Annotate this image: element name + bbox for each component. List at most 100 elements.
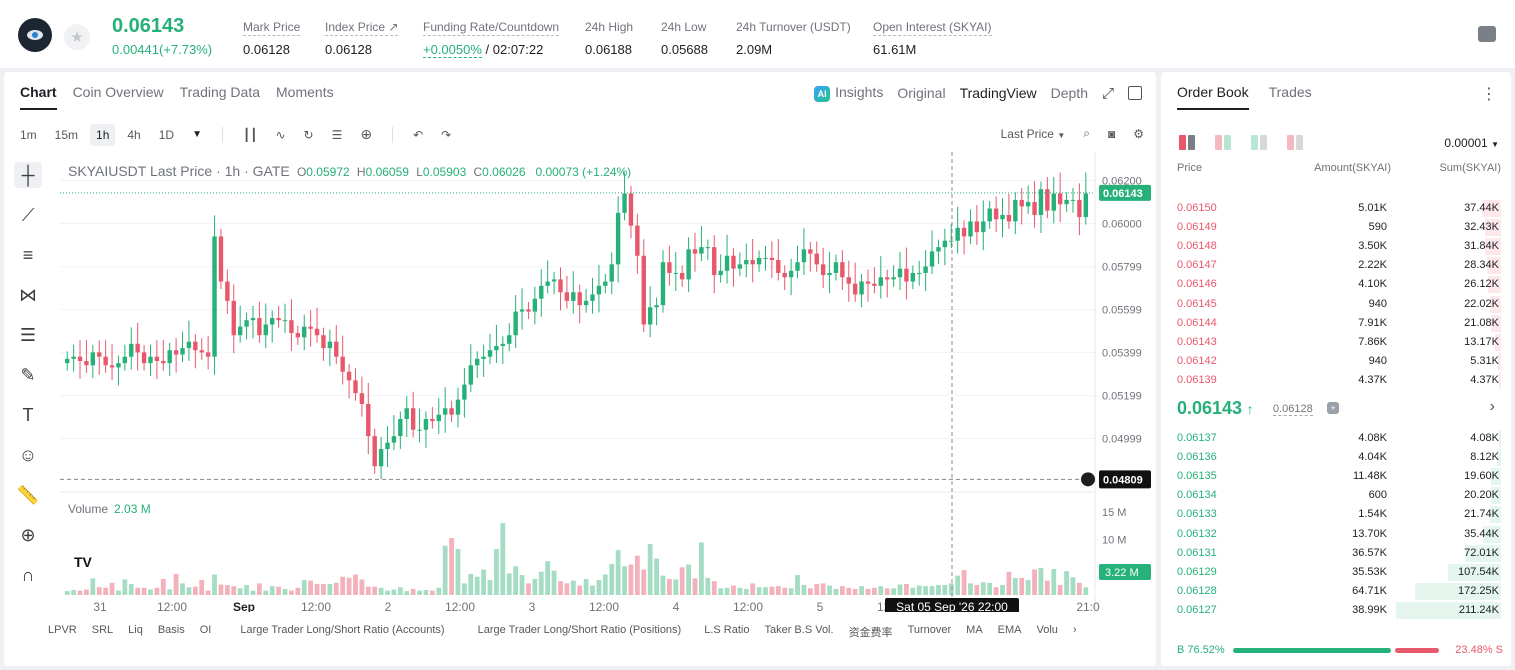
orderbook-row[interactable]: 0.06139 4.37K 4.37K (1161, 371, 1511, 390)
indicator-ma[interactable]: MA (966, 624, 983, 636)
chevron-right-icon[interactable]: › (1489, 398, 1495, 415)
indicators-icon[interactable]: ∿ (275, 127, 286, 142)
search-icon[interactable]: ⌕ (1083, 126, 1090, 140)
view-both-icon[interactable] (1179, 135, 1195, 150)
indicator-taker-vol[interactable]: Taker B.S Vol. (764, 624, 834, 636)
stat-open-interest[interactable]: Open Interest (SKYAI) 61.61M (873, 20, 992, 57)
tab-trading-data[interactable]: Trading Data (179, 84, 261, 100)
orderbook-row[interactable]: 0.06146 4.10K 26.12K (1161, 275, 1511, 294)
indicator-lpvr[interactable]: LPVR (48, 624, 77, 636)
stat-index-price[interactable]: Index Price ↗ 0.06128 (325, 20, 399, 57)
orderbook-row[interactable]: 0.06134 600 20.20K (1161, 486, 1511, 505)
candle-body (910, 272, 916, 282)
candle-body (180, 348, 185, 355)
book-icon[interactable] (1478, 26, 1496, 42)
orderbook-row[interactable]: 0.06137 4.08K 4.08K (1161, 429, 1511, 448)
tab-depth[interactable]: Depth (1050, 85, 1088, 101)
orderbook-row[interactable]: 0.06131 36.57K 72.01K (1161, 544, 1511, 563)
more-icon[interactable]: ⋮ (1481, 86, 1497, 103)
candle-body (84, 360, 89, 366)
gear-icon[interactable]: ⚙ (1133, 126, 1144, 141)
orderbook-row[interactable]: 0.06132 13.70K 35.44K (1161, 525, 1511, 544)
multi-lines-icon[interactable]: ☰ (19, 324, 37, 345)
tab-moments[interactable]: Moments (276, 84, 334, 100)
tab-trades[interactable]: Trades (1268, 84, 1312, 100)
orderbook-row[interactable]: 0.06150 5.01K 37.44K (1161, 199, 1511, 218)
camera-icon[interactable]: ◙ (1107, 126, 1116, 141)
indicator-volume[interactable]: Volu (1036, 624, 1058, 636)
pattern-icon[interactable]: ⋈ (19, 284, 37, 305)
expand-icon[interactable]: ⤢ (1101, 84, 1114, 102)
volume-bar (647, 544, 653, 595)
indicator-lt-positions[interactable]: Large Trader Long/Short Ratio (Positions… (477, 624, 682, 636)
view-asks-icon[interactable] (1287, 135, 1303, 150)
indicator-srl[interactable]: SRL (91, 624, 114, 636)
tab-tradingview[interactable]: TradingView (959, 85, 1037, 101)
tab-chart[interactable]: Chart (20, 84, 57, 110)
orderbook-row[interactable]: 0.06127 38.99K 211.24K (1161, 601, 1511, 620)
indicator-turnover[interactable]: Turnover (907, 624, 952, 636)
orderbook-row[interactable]: 0.06135 11.48K 19.60K (1161, 467, 1511, 486)
window-icon[interactable] (1128, 86, 1142, 100)
tab-coin-overview[interactable]: Coin Overview (72, 84, 164, 100)
mid-price-row[interactable]: 0.06143 ↑ 0.06128 + › (1177, 398, 1495, 418)
indicator-ls-ratio[interactable]: L.S Ratio (704, 624, 750, 636)
orderbook-row[interactable]: 0.06145 940 22.02K (1161, 295, 1511, 314)
orderbook-row[interactable]: 0.06129 35.53K 107.54K (1161, 563, 1511, 582)
orderbook-row[interactable]: 0.06143 7.86K 13.17K (1161, 333, 1511, 352)
crosshair-icon[interactable]: ┼ (14, 162, 42, 188)
emoji-icon[interactable]: ☺ (18, 444, 38, 465)
price-chart[interactable]: 0.06200 0.06000 0.05799 0.05599 0.05399 0.051… (60, 152, 1152, 612)
interval-1h[interactable]: 1h (90, 123, 116, 146)
candle-type-icon[interactable]: ┃┃ (242, 127, 258, 142)
price-type-select[interactable]: Last Price ▼ (1000, 126, 1066, 141)
view-split-icon[interactable] (1215, 135, 1231, 150)
orderbook-row[interactable]: 0.06133 1.54K 21.74K (1161, 505, 1511, 524)
volume-bar (1038, 567, 1044, 595)
replay-icon[interactable]: ↻ (303, 127, 314, 142)
magnet-icon[interactable]: ∩ (21, 564, 35, 585)
indicator-basis[interactable]: Basis (157, 624, 185, 636)
chevron-right-icon[interactable]: › (1072, 624, 1077, 636)
indicator-ema[interactable]: EMA (997, 624, 1022, 636)
ruler-icon[interactable]: 📏 (16, 484, 40, 505)
chevron-down-icon[interactable]: ▼ (192, 129, 202, 140)
fib-lines-icon[interactable]: ≡ (22, 244, 34, 265)
orderbook-row[interactable]: 0.06148 3.50K 31.84K (1161, 237, 1511, 256)
orderbook-row[interactable]: 0.06136 4.04K 8.12K (1161, 448, 1511, 467)
favorite-star-icon[interactable]: ★ (64, 24, 90, 50)
indicator-lt-accounts[interactable]: Large Trader Long/Short Ratio (Accounts) (240, 624, 445, 636)
interval-4h[interactable]: 4h (127, 127, 141, 142)
tab-original[interactable]: Original (897, 85, 946, 101)
stat-mark-price[interactable]: Mark Price 0.06128 (243, 20, 301, 57)
tab-order-book[interactable]: Order Book (1177, 84, 1249, 110)
zoom-in-icon[interactable]: ⊕ (20, 524, 36, 545)
brush-icon[interactable]: ✎ (20, 364, 36, 385)
orderbook-row[interactable]: 0.06128 64.71K 172.25K (1161, 582, 1511, 601)
depth-bar (1486, 257, 1501, 275)
orderbook-row[interactable]: 0.06144 7.91K 21.08K (1161, 314, 1511, 333)
indicator-funding-rate[interactable]: 资金费率 (848, 627, 893, 639)
trendline-icon[interactable]: ⟋ (21, 204, 35, 225)
interval-1m[interactable]: 1m (20, 127, 37, 142)
orderbook-row[interactable]: 0.06149 590 32.43K (1161, 218, 1511, 237)
interval-15m[interactable]: 15m (54, 127, 79, 142)
volume-bar (474, 576, 480, 595)
view-bids-icon[interactable] (1251, 135, 1267, 150)
add-indicator-icon[interactable]: ⊕ (360, 126, 373, 142)
orderbook-row[interactable]: 0.06147 2.22K 28.34K (1161, 256, 1511, 275)
undo-icon[interactable]: ↶ (413, 127, 424, 142)
x-tick-label: 31 (93, 600, 107, 612)
text-icon[interactable]: T (22, 404, 34, 425)
orderbook-row[interactable]: 0.06142 940 5.31K (1161, 352, 1511, 371)
indicator-oi[interactable]: OI (199, 624, 212, 636)
interval-1d[interactable]: 1D (158, 127, 175, 142)
precision-select[interactable]: 0.00001 ▼ (1444, 136, 1499, 150)
templates-icon[interactable]: ☰ (331, 127, 343, 142)
stat-funding-rate[interactable]: Funding Rate/Countdown +0.0050% / 02:07:2… (423, 20, 560, 58)
redo-icon[interactable]: ↷ (441, 127, 452, 142)
volume-current-tag: 3.22 M (1105, 567, 1139, 579)
indicator-liq[interactable]: Liq (128, 624, 143, 636)
volume-bar (442, 545, 448, 595)
tab-insights[interactable]: AI Insights (814, 84, 883, 102)
